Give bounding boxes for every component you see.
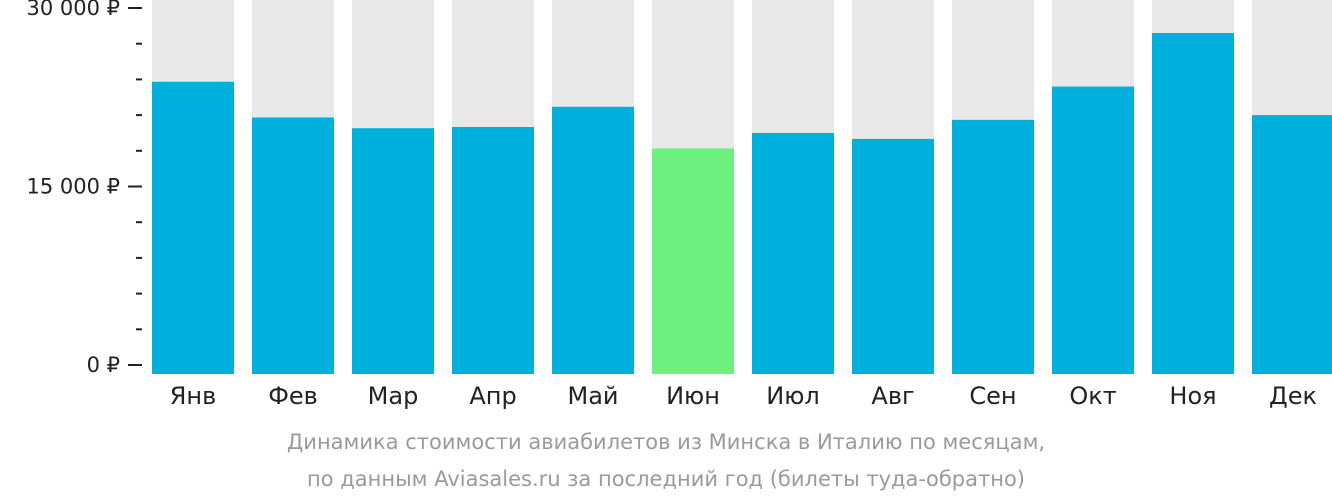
y-tick-label: 15 000 ₽ [26, 175, 120, 199]
bar-6 [652, 148, 734, 374]
bar-11 [1152, 32, 1234, 375]
chart-caption-line-1: Динамика стоимости авиабилетов из Минска… [286, 430, 1046, 454]
x-tick-label: Май [567, 382, 618, 410]
x-tick-label: Дек [1269, 382, 1317, 410]
x-tick-label: Мар [368, 382, 419, 410]
bar-5 [552, 106, 634, 375]
x-tick-label: Ноя [1169, 382, 1216, 410]
bar-8 [852, 138, 934, 374]
x-tick-label: Апр [469, 382, 516, 410]
x-tick-label: Фев [268, 382, 318, 410]
bar-10 [1052, 86, 1134, 374]
y-tick-label: 30 000 ₽ [26, 0, 120, 20]
value-bars [152, 32, 1332, 375]
x-tick-label: Июл [766, 382, 820, 410]
bar-4 [452, 127, 534, 374]
x-tick-label: Авг [871, 382, 914, 410]
bar-1 [152, 81, 234, 374]
chart-caption-line-2: по данным Aviasales.ru за последний год … [307, 467, 1025, 491]
bar-3 [352, 128, 434, 374]
x-axis-labels: Янв Фев Мар Апр Май Июн Июл Авг Сен Окт Ноя Дек [170, 382, 1317, 410]
bar-9 [952, 119, 1034, 374]
x-tick-label: Янв [170, 382, 217, 410]
y-tick-label: 0 ₽ [87, 353, 120, 377]
bar-2 [252, 117, 334, 374]
x-tick-label: Окт [1069, 382, 1116, 410]
y-axis: 0 ₽ 15 000 ₽ 30 000 ₽ [26, 0, 142, 377]
x-tick-label: Июн [666, 382, 720, 410]
price-bar-chart: 0 ₽ 15 000 ₽ 30 000 ₽ Янв Фев Мар Апр Май Июн Ию… [26, 0, 1332, 410]
bar-7 [752, 132, 834, 374]
bar-12 [1252, 115, 1332, 374]
x-tick-label: Сен [969, 382, 1016, 410]
